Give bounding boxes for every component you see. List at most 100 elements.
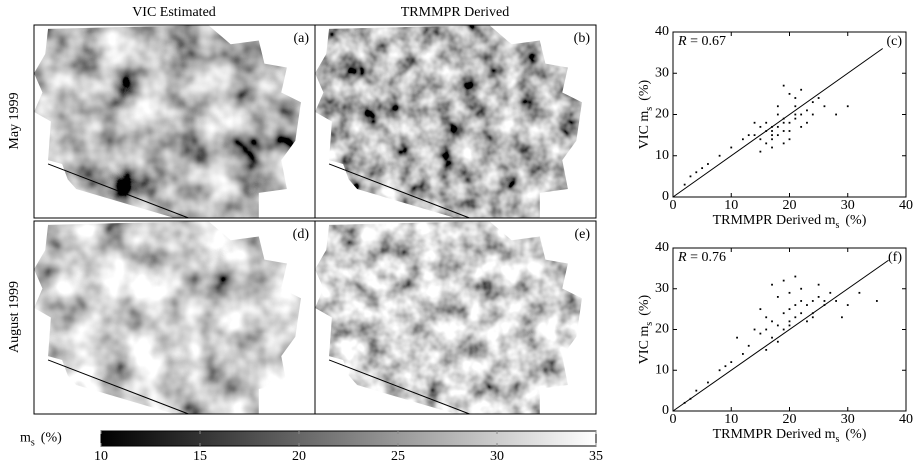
x-tick-label: 20 (783, 198, 797, 213)
state-border (328, 163, 470, 219)
point (788, 121, 791, 124)
map-image (315, 221, 582, 414)
annotation-value: = 0.67 (687, 34, 726, 49)
point (782, 312, 785, 315)
point (788, 291, 791, 294)
point (846, 105, 849, 108)
map-image (315, 25, 582, 218)
point (811, 316, 814, 319)
point (753, 328, 756, 331)
map (34, 25, 301, 218)
point (811, 113, 814, 116)
point (742, 353, 744, 355)
point (788, 324, 791, 327)
point (829, 291, 832, 294)
x-tick-label: 0 (670, 412, 677, 427)
label-unit: (%) (845, 213, 866, 228)
point (782, 121, 785, 124)
point (742, 138, 744, 141)
point (800, 300, 803, 302)
point (718, 369, 721, 372)
point (811, 101, 814, 104)
map (34, 221, 301, 414)
x-tick-label: 30 (841, 412, 855, 427)
point (759, 125, 762, 128)
point (776, 340, 779, 343)
map-image (34, 25, 301, 218)
point (730, 361, 733, 363)
x-tick-label: 40 (899, 198, 913, 213)
fit-line (672, 259, 889, 412)
point (858, 291, 861, 294)
point (794, 113, 797, 116)
point (776, 125, 779, 128)
point (771, 134, 773, 137)
point (788, 130, 791, 132)
point (800, 287, 803, 290)
y-tick-label: 20 (655, 107, 669, 122)
axis-label: VIC ms (%) (637, 294, 655, 364)
point (776, 105, 779, 108)
map (315, 221, 582, 414)
point (806, 121, 808, 124)
x-tick-label: 10 (724, 412, 738, 427)
point (683, 183, 686, 186)
annotation-r: R (677, 250, 687, 265)
point (835, 113, 837, 116)
colorbar-tick-label: 25 (391, 449, 405, 460)
point (788, 92, 791, 95)
annotation-value: = 0.76 (687, 250, 726, 265)
point (753, 134, 756, 137)
point (788, 138, 791, 141)
x-tick-label: 30 (841, 198, 855, 213)
point (794, 304, 797, 306)
label-main: TRMMPR Derived m (713, 427, 836, 442)
colorbar-tick-label: 10 (94, 449, 108, 460)
point (747, 344, 750, 347)
point (835, 300, 837, 302)
point (806, 320, 808, 323)
panel-label: (f) (888, 250, 902, 265)
point (776, 324, 779, 327)
axis-label: ms (%) (20, 431, 62, 449)
x-tick-label: 20 (783, 412, 797, 427)
point (765, 328, 768, 331)
point (724, 365, 727, 368)
point (817, 296, 820, 298)
point (695, 389, 698, 392)
label-sub: s (31, 438, 35, 449)
label-main: m (20, 431, 31, 446)
point (776, 113, 779, 116)
colorbar-tick-label: 20 (292, 449, 306, 460)
point (736, 336, 738, 339)
x-tick-label: 0 (670, 198, 677, 213)
y-tick-label: 30 (655, 281, 669, 296)
point (788, 320, 791, 323)
axis-label: TRMMPR Derived ms (%) (713, 213, 867, 231)
point (701, 167, 704, 170)
panel-label: (b) (574, 31, 591, 46)
annotation: R = 0.76 (677, 250, 726, 265)
y-tick-label: 30 (655, 65, 669, 80)
point (794, 117, 797, 120)
point (707, 381, 709, 384)
point (782, 130, 785, 132)
point (765, 121, 768, 124)
point (771, 283, 773, 286)
point (846, 304, 849, 306)
annotation-r: R (677, 34, 687, 49)
point (794, 275, 797, 278)
point (782, 142, 785, 145)
state-border (328, 359, 470, 415)
label-main: VIC m (637, 326, 652, 365)
point (771, 130, 773, 132)
axis-label: TRMMPR Derived ms (%) (713, 427, 867, 445)
y-tick-label: 0 (662, 403, 669, 418)
point (747, 134, 750, 137)
state-border (47, 359, 189, 415)
point (800, 113, 803, 116)
point (707, 163, 709, 165)
point (841, 316, 843, 319)
label-unit: (%) (637, 294, 652, 315)
